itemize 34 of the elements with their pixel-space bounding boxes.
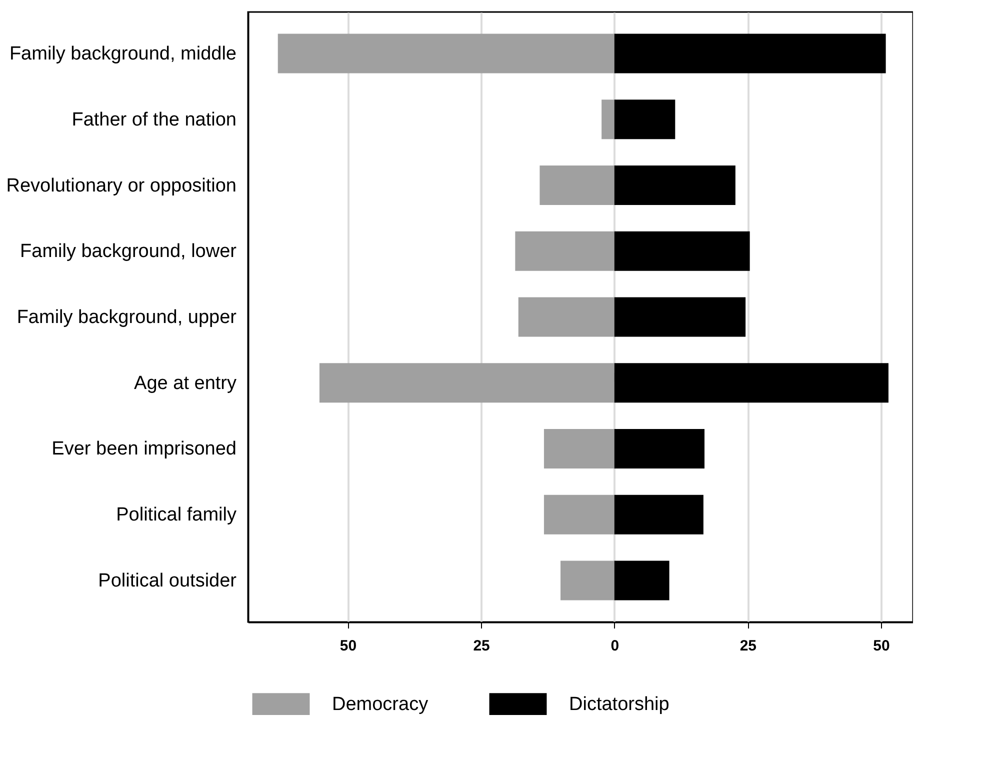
legend-label: Democracy <box>332 694 429 716</box>
bar <box>540 165 614 206</box>
bar <box>614 34 886 74</box>
y-tick-label: Revolutionary or opposition <box>6 175 236 196</box>
bar <box>518 297 614 337</box>
bar <box>614 363 888 403</box>
x-tick-label: 50 <box>873 638 890 654</box>
y-tick-label: Age at entry <box>134 372 237 394</box>
y-tick-label: Family background, lower <box>20 241 238 262</box>
bar <box>614 165 736 206</box>
bar <box>319 363 614 403</box>
bar <box>602 100 614 140</box>
x-tick-label: 25 <box>740 638 757 654</box>
bar <box>614 428 704 469</box>
y-tick-label: Family background, middle <box>9 44 236 64</box>
bar <box>614 494 704 534</box>
bar <box>614 560 670 600</box>
y-tick-label: Political outsider <box>98 570 238 592</box>
bar <box>560 560 614 600</box>
bar <box>278 34 614 74</box>
x-tick-label: 50 <box>340 638 357 654</box>
x-tick-label: 25 <box>473 638 490 654</box>
bar <box>544 494 614 534</box>
x-tick-label: 0 <box>610 638 620 654</box>
legend-label: Dictatorship <box>569 694 670 716</box>
y-tick-label: Ever been imprisoned <box>52 438 236 460</box>
bar <box>614 231 750 271</box>
y-tick-label: Political family <box>116 504 237 526</box>
bar <box>614 100 676 140</box>
y-tick-label: Father of the nation <box>72 109 236 130</box>
bar <box>544 428 614 469</box>
bar <box>515 231 614 271</box>
y-tick-label: Family background, upper <box>16 307 238 328</box>
bar <box>614 297 746 337</box>
